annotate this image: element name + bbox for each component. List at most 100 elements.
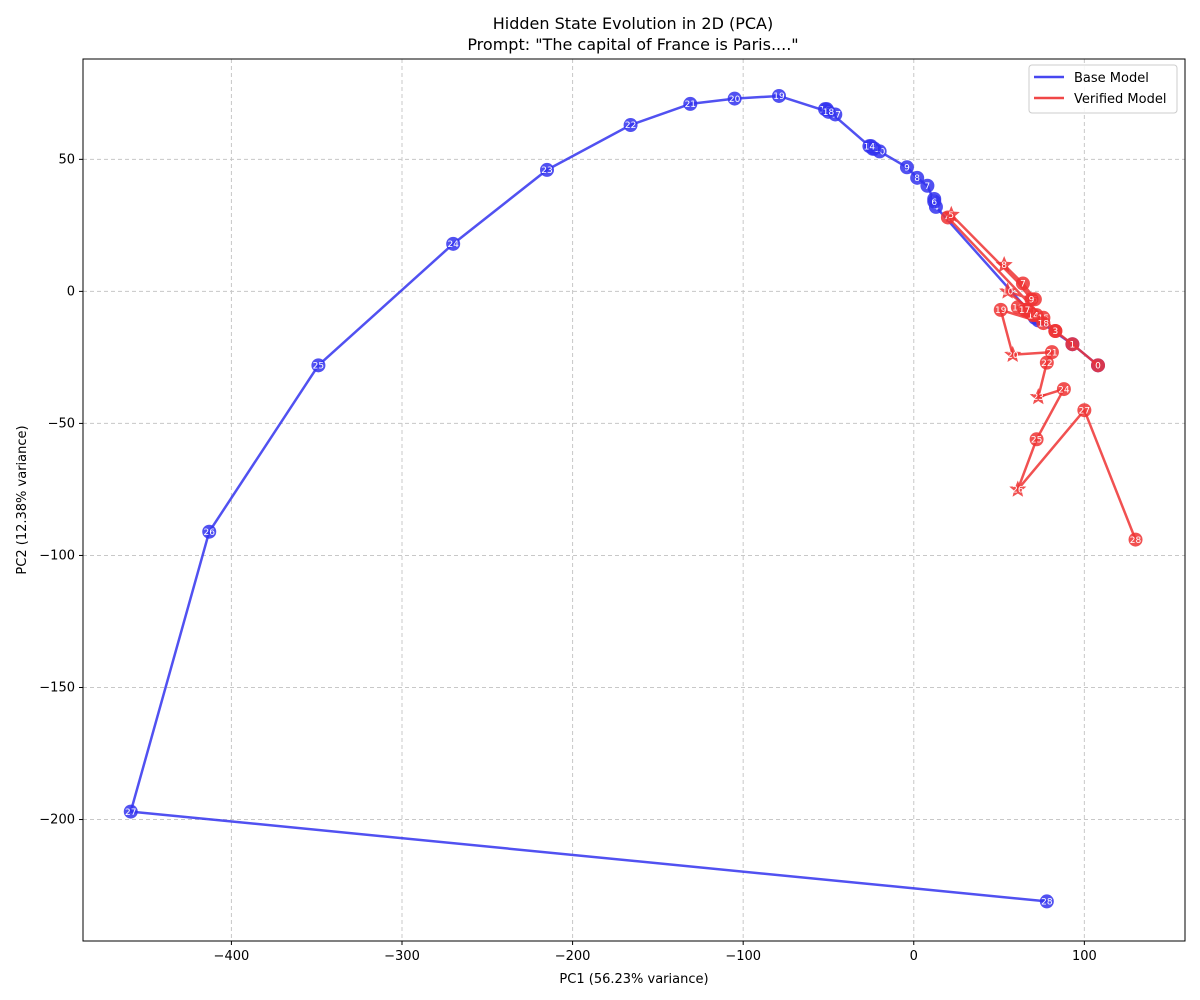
data-point-verified-model — [1128, 532, 1143, 547]
data-point-base-model — [123, 804, 138, 819]
point-label-base-model: 24 — [447, 240, 459, 250]
data-point-base-model — [202, 524, 217, 539]
point-label-verified-model: 20 — [1007, 351, 1019, 361]
point-label-verified-model: 17 — [1019, 306, 1030, 316]
data-point-star-verified-model — [1009, 480, 1027, 497]
data-point-base-model — [727, 91, 742, 106]
point-label-verified-model: 28 — [1130, 536, 1142, 546]
point-label-base-model: 6 — [931, 198, 937, 208]
point-label-base-model: 8 — [914, 174, 920, 184]
point-label-verified-model: 5 — [948, 211, 954, 221]
y-axis-label: PC2 (12.38% variance) — [15, 425, 30, 574]
point-label-base-model: 9 — [904, 163, 910, 173]
data-point-star-verified-model — [1029, 388, 1047, 405]
point-label-base-model: 19 — [773, 92, 785, 102]
x-tick-label: 100 — [1072, 949, 1097, 964]
data-point-base-model — [927, 194, 942, 209]
point-label-base-model: 21 — [685, 100, 696, 110]
point-label-verified-model: 14 — [1027, 311, 1039, 321]
point-label-verified-model: 8 — [1001, 261, 1007, 271]
data-point-verified-model — [1039, 355, 1054, 370]
point-label-verified-model: 18 — [1038, 319, 1050, 329]
data-point-verified-model — [1024, 292, 1039, 307]
data-point-verified-model — [993, 302, 1008, 317]
plot-frame — [82, 58, 1186, 942]
series-verified-model: 0123456789101112131415161718192021222324… — [940, 205, 1143, 547]
point-label-base-model: 22 — [625, 121, 636, 131]
x-tick-label: −400 — [214, 949, 250, 964]
data-point-verified-model — [1048, 323, 1063, 338]
point-label-verified-model: 9 — [1029, 296, 1035, 306]
data-point-verified-model — [1029, 432, 1044, 447]
x-axis-label: PC1 (56.23% variance) — [559, 972, 708, 987]
data-point-star-verified-model — [1004, 345, 1022, 363]
data-point-verified-model — [1036, 316, 1051, 331]
data-point-base-model — [623, 118, 638, 133]
x-tick-label: −100 — [725, 949, 761, 964]
point-label-base-model: 26 — [204, 528, 216, 538]
data-point-verified-model — [1065, 337, 1080, 352]
data-point-verified-model — [1044, 345, 1059, 360]
point-label-base-model: 7 — [925, 182, 931, 192]
legend-label-base-model: Base Model — [1074, 71, 1149, 86]
data-point-base-model — [772, 88, 786, 103]
point-label-verified-model: 10 — [1002, 288, 1014, 298]
data-point-verified-model — [1077, 403, 1092, 418]
data-point-base-model — [446, 236, 461, 251]
point-label-verified-model: 3 — [1052, 327, 1058, 337]
x-tick-label: −300 — [384, 949, 420, 964]
data-point-base-model — [311, 358, 326, 373]
point-label-verified-model: 26 — [1012, 486, 1024, 496]
x-tick-label: −200 — [555, 949, 591, 964]
data-point-verified-model — [1017, 302, 1032, 317]
y-tick-label: 50 — [58, 152, 75, 167]
data-point-base-model — [862, 139, 877, 154]
point-label-verified-model: 7 — [1020, 280, 1026, 290]
point-label-verified-model: 1 — [1070, 340, 1076, 350]
point-label-verified-model: 21 — [1046, 348, 1057, 358]
legend-label-verified-model: Verified Model — [1074, 92, 1166, 107]
point-label-verified-model: 22 — [1041, 359, 1052, 369]
data-point-star-verified-model — [999, 282, 1017, 299]
axis-ticks: −400 −300 −200 −100 0 100 −200 −150 −100 −50 0 50 — [39, 152, 1096, 964]
data-point-base-model — [910, 170, 925, 185]
point-label-verified-model: 23 — [1033, 393, 1044, 403]
point-label-verified-model: 0 — [1095, 362, 1101, 372]
y-tick-label: −100 — [39, 548, 75, 563]
series-layer: 0123456789101112131415161718192021222324… — [123, 88, 1143, 909]
point-label-verified-model: 19 — [995, 306, 1007, 316]
legend-box — [1028, 64, 1178, 114]
data-point-star-verified-model — [942, 205, 960, 223]
point-label-base-model: 14 — [864, 142, 876, 152]
series-base-model: 0123456789101112131415161718192021222324… — [123, 88, 1105, 909]
chart-title: Hidden State Evolution in 2D (PCA) — [493, 14, 774, 33]
data-point-base-model — [920, 178, 935, 193]
point-label-verified-model: 25 — [1031, 435, 1042, 445]
data-point-base-model — [540, 162, 554, 177]
point-label-verified-model: 27 — [1079, 406, 1090, 416]
point-label-base-model: 28 — [1041, 898, 1053, 908]
legend: Base Model Verified Model — [1028, 64, 1178, 114]
data-point-verified-model — [1091, 358, 1105, 373]
point-label-base-model: 18 — [823, 108, 835, 118]
y-tick-label: −150 — [39, 680, 75, 695]
point-label-base-model: 23 — [541, 166, 552, 176]
y-tick-label: −200 — [39, 813, 75, 828]
x-tick-label: 0 — [910, 949, 918, 964]
point-label-base-model: 17 — [830, 111, 841, 121]
data-point-base-model — [821, 104, 836, 119]
data-point-verified-model — [1015, 276, 1030, 291]
data-point-base-model — [683, 96, 698, 111]
data-point-base-model — [1039, 894, 1054, 909]
chart-subtitle: Prompt: "The capital of France is Paris.… — [467, 35, 798, 54]
point-label-base-model: 20 — [729, 95, 741, 105]
data-point-base-model — [899, 160, 914, 175]
point-label-base-model: 25 — [313, 362, 324, 372]
point-label-base-model: 27 — [125, 808, 136, 818]
y-tick-label: −50 — [48, 416, 75, 431]
data-point-verified-model — [1056, 382, 1071, 397]
grid-lines — [83, 59, 1185, 941]
y-tick-label: 0 — [67, 284, 75, 299]
